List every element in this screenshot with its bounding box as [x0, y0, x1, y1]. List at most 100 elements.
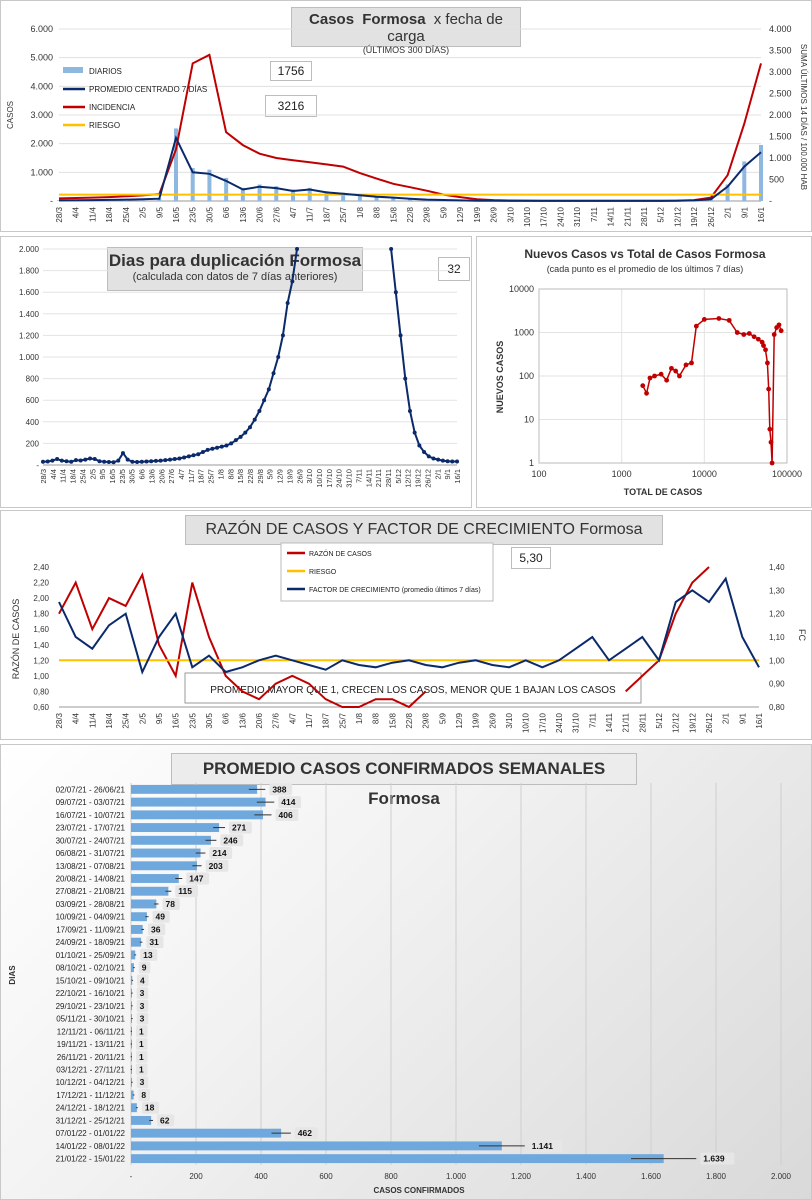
- ratio-x-tick-label: 23/5: [188, 712, 197, 728]
- ratio-x-tick-label: 8/8: [372, 712, 381, 724]
- weekly-y-tick-label: 17/12/21 - 11/12/21: [56, 1091, 125, 1100]
- weekly-value-label: 271: [232, 823, 246, 833]
- scatter-point: [755, 336, 761, 342]
- weekly-value-label-bg: [186, 872, 210, 885]
- dup-point: [440, 458, 445, 463]
- weekly-y-tick-label: 16/07/21 - 10/07/21: [56, 811, 126, 820]
- dup-point: [215, 445, 220, 450]
- weekly-y-tick-label: 01/10/21 - 25/09/21: [56, 951, 126, 960]
- ratio-growth-line: [58, 576, 760, 675]
- weekly-value-label: 13: [143, 950, 153, 960]
- scatter-point: [767, 426, 773, 432]
- weekly-value-label-bg: [209, 847, 233, 860]
- dup-x-tick-label: 28/11: [384, 469, 393, 487]
- weekly-value-label: 462: [298, 1128, 312, 1138]
- ratio-y-tick-label: 1,20: [33, 656, 49, 665]
- dup-point: [219, 444, 224, 449]
- weekly-bar: [131, 861, 197, 871]
- weekly-value-label-bg: [294, 1127, 318, 1140]
- dup-point: [276, 355, 281, 359]
- dup-point: [88, 456, 93, 461]
- weekly-x-tick-label: 1.800: [706, 1172, 727, 1181]
- cases-y2-tick-label: 1.000: [769, 153, 792, 163]
- weekly-x-tick-label: 200: [189, 1172, 203, 1181]
- cases-x-tick-label: 7/11: [590, 206, 599, 222]
- dup-x-tick-label: 9/5: [98, 469, 107, 479]
- weekly-bar: [131, 1141, 502, 1151]
- dup-point: [407, 409, 412, 413]
- dup-point: [210, 446, 215, 451]
- cases-x-tick-label: 8/8: [373, 206, 382, 218]
- weekly-y-tick-label: 31/12/21 - 25/12/21: [56, 1116, 126, 1125]
- cases-x-tick-label: 18/7: [322, 206, 331, 222]
- dup-point: [144, 459, 149, 464]
- weekly-y-tick-label: 19/11/21 - 13/11/21: [57, 1040, 126, 1049]
- dup-y-tick-label: 1.600: [19, 288, 40, 297]
- dup-x-tick-label: 11/7: [187, 469, 196, 483]
- ratio-x-tick-label: 10/10: [522, 712, 531, 733]
- ratio-y-tick-label: 0,80: [33, 687, 49, 696]
- cases-x-tick-label: 26/9: [490, 206, 499, 222]
- dup-x-tick-label: 5/9: [266, 469, 275, 479]
- dup-point: [69, 459, 74, 464]
- dup-point: [280, 333, 285, 338]
- dup-point: [398, 333, 403, 338]
- weekly-value-label-bg: [205, 859, 229, 872]
- cases-x-tick-label: 5/9: [439, 206, 448, 218]
- weekly-y-tick-label: 02/07/21 - 26/06/21: [56, 785, 126, 794]
- dup-point: [135, 459, 140, 464]
- weekly-y-tick-label: 13/08/21 - 07/08/21: [56, 862, 126, 871]
- cases-y2-tick-label: 3.500: [769, 46, 792, 56]
- ratio-x-tick-label: 30/5: [205, 712, 214, 728]
- dup-point: [78, 458, 83, 463]
- ratio-x-tick-label: 19/12: [688, 712, 697, 733]
- cases-y2-tick-label: 500: [769, 175, 784, 185]
- cases-x-tick-label: 20/6: [256, 206, 265, 222]
- dup-chart-subtitle: (calculada con datos de 7 días anteriore…: [132, 271, 338, 283]
- cases-x-tick-label: 11/4: [88, 206, 97, 222]
- scatter-point: [652, 373, 657, 379]
- ratio-y-tick-label: 1,80: [33, 610, 49, 619]
- cases-x-tick-label: 2/5: [139, 206, 148, 218]
- scatter-x-tick-label: 100000: [772, 469, 802, 479]
- weekly-x-tick-label: 600: [319, 1172, 333, 1181]
- scatter-point: [683, 362, 689, 368]
- cases-x-tick-label: 14/11: [607, 206, 616, 226]
- cases-legend-label: INCIDENCIA: [89, 103, 136, 112]
- weekly-value-label-bg: [138, 961, 151, 974]
- dup-x-tick-label: 10/10: [315, 469, 324, 488]
- scatter-x-tick-label: 100: [531, 469, 546, 479]
- weekly-bar: [131, 1090, 134, 1100]
- weekly-value-label: 203: [209, 861, 223, 871]
- dup-x-tick-label: 6/6: [138, 469, 147, 479]
- cases-x-tick-label: 25/7: [339, 206, 348, 222]
- weekly-y-tick-label: 15/10/21 - 09/10/21: [56, 976, 126, 985]
- scatter-point: [664, 377, 670, 383]
- cases-x-tick-label: 21/11: [623, 206, 632, 226]
- cases-x-tick-label: 12/9: [456, 206, 465, 222]
- dup-chart-svg: - 200 400 600 800 1.000 1.200 1.400 1.600 1.800 2.…: [19, 245, 462, 488]
- dup-line: [42, 248, 457, 464]
- ratio-x-tick-label: 2/5: [138, 712, 147, 724]
- weekly-value-label-bg: [152, 910, 170, 923]
- ratio-x-tick-label: 17/10: [538, 712, 547, 733]
- scatter-point: [658, 371, 664, 377]
- ratio-y2-tick-label: 1,00: [769, 656, 785, 665]
- dup-y-tick-label: 2.000: [19, 245, 40, 254]
- dup-x-tick-label: 9/1: [443, 469, 452, 479]
- ratio-x-tick-label: 6/6: [222, 712, 231, 724]
- dup-point: [106, 459, 111, 464]
- dup-x-tick-label: 16/1: [453, 469, 462, 484]
- dup-x-tick-label: 3/10: [305, 469, 314, 484]
- ratio-y2-tick-label: 1,30: [769, 586, 785, 595]
- cases-x-tick-label: 28/11: [640, 206, 649, 226]
- ratio-chart-svg: 0,60 0,80 1,00 1,20 1,40 1,60 1,80 2,00 2,20 2,40…: [11, 542, 807, 733]
- dup-point: [431, 456, 436, 461]
- weekly-x-tick-label: 1.600: [641, 1172, 662, 1181]
- ratio-x-tick-label: 24/10: [555, 712, 564, 733]
- weekly-value-label-bg: [700, 1152, 735, 1165]
- weekly-y-tick-label: 24/09/21 - 18/09/21: [56, 938, 126, 947]
- weekly-bar: [131, 823, 220, 833]
- cases-x-tick-label: 31/10: [573, 206, 582, 227]
- ratio-chart-title-a: RAZÓN DE CASOS Y FACTOR DE CRECIMIENTO: [205, 521, 575, 538]
